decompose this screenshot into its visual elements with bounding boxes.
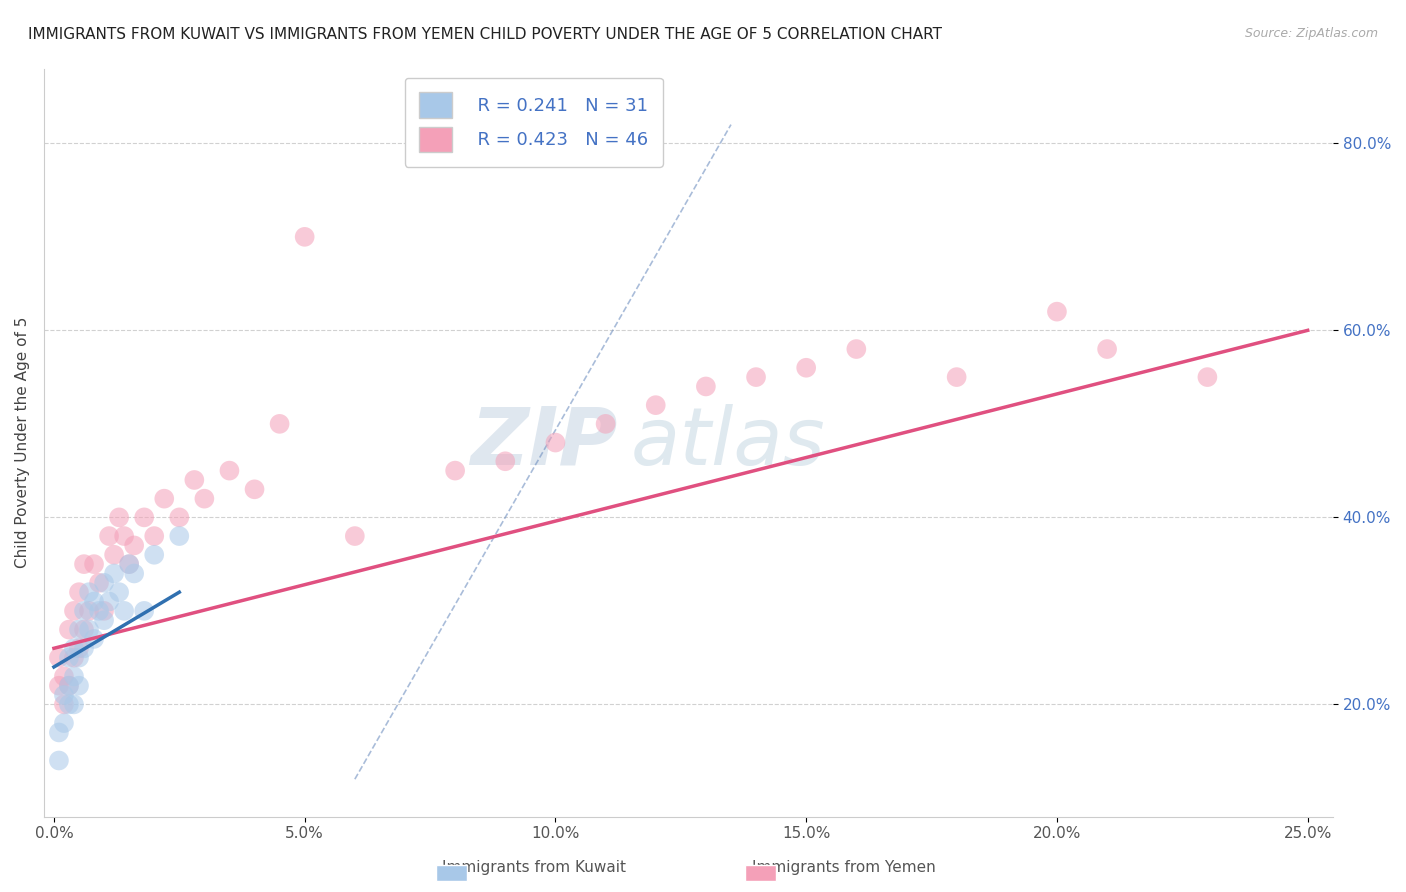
Point: [63, 669, 86, 683]
Point: [67, 650, 90, 665]
Point: [77, 585, 100, 599]
Point: [63, 641, 86, 656]
Point: [112, 529, 135, 543]
Point: [58, 650, 80, 665]
Point: [48, 679, 70, 693]
Point: [67, 585, 90, 599]
Point: [83, 632, 105, 646]
Point: [218, 464, 240, 478]
Point: [343, 529, 366, 543]
Point: [108, 510, 131, 524]
Point: [143, 529, 166, 543]
Point: [58, 679, 80, 693]
Point: [294, 230, 316, 244]
Text: IMMIGRANTS FROM KUWAIT VS IMMIGRANTS FROM YEMEN CHILD POVERTY UNDER THE AGE OF 5: IMMIGRANTS FROM KUWAIT VS IMMIGRANTS FRO…: [28, 27, 942, 42]
Point: [118, 557, 141, 571]
Point: [67, 641, 90, 656]
Point: [83, 557, 105, 571]
Point: [143, 548, 166, 562]
Point: [48, 725, 70, 739]
Point: [52, 716, 75, 731]
Point: [134, 604, 156, 618]
Point: [103, 548, 125, 562]
Point: [63, 698, 86, 712]
Point: [83, 594, 105, 608]
Point: [98, 594, 121, 608]
Point: [1197, 370, 1219, 384]
Point: [48, 754, 70, 768]
Point: [193, 491, 215, 506]
Point: [58, 698, 80, 712]
Point: [52, 688, 75, 702]
Point: [77, 604, 100, 618]
Point: [52, 698, 75, 712]
Point: [1046, 304, 1069, 318]
Point: [945, 370, 967, 384]
Text: Immigrants from Yemen: Immigrants from Yemen: [752, 861, 935, 875]
Point: [48, 650, 70, 665]
Text: Source: ZipAtlas.com: Source: ZipAtlas.com: [1244, 27, 1378, 40]
Point: [77, 623, 100, 637]
Point: [169, 529, 191, 543]
Point: [169, 510, 191, 524]
Point: [134, 510, 156, 524]
Point: [794, 360, 817, 375]
Point: [595, 417, 617, 431]
Point: [122, 538, 145, 552]
Point: [153, 491, 176, 506]
Point: [444, 464, 467, 478]
Point: [98, 529, 121, 543]
Point: [63, 604, 86, 618]
Point: [243, 483, 266, 497]
Point: [58, 623, 80, 637]
Text: Immigrants from Kuwait: Immigrants from Kuwait: [443, 861, 626, 875]
Point: [52, 669, 75, 683]
Point: [494, 454, 516, 468]
Point: [63, 650, 86, 665]
Point: [122, 566, 145, 581]
Point: [73, 557, 96, 571]
Point: [845, 342, 868, 356]
Point: [67, 623, 90, 637]
Point: [118, 557, 141, 571]
Point: [73, 641, 96, 656]
Y-axis label: Child Poverty Under the Age of 5: Child Poverty Under the Age of 5: [15, 317, 30, 568]
Point: [544, 435, 567, 450]
Point: [93, 604, 115, 618]
Point: [103, 566, 125, 581]
Point: [108, 585, 131, 599]
Point: [67, 679, 90, 693]
Text: atlas: atlas: [630, 403, 825, 482]
Point: [87, 604, 110, 618]
Point: [183, 473, 205, 487]
Point: [73, 604, 96, 618]
Point: [93, 575, 115, 590]
Point: [87, 575, 110, 590]
Point: [745, 370, 768, 384]
Point: [695, 379, 717, 393]
Point: [93, 613, 115, 627]
Legend:   R = 0.241   N = 31,   R = 0.423   N = 46: R = 0.241 N = 31, R = 0.423 N = 46: [405, 78, 662, 167]
Point: [269, 417, 291, 431]
Point: [644, 398, 666, 412]
Point: [112, 604, 135, 618]
Point: [73, 623, 96, 637]
Text: ZIP: ZIP: [470, 403, 617, 482]
Point: [1095, 342, 1118, 356]
Point: [58, 679, 80, 693]
